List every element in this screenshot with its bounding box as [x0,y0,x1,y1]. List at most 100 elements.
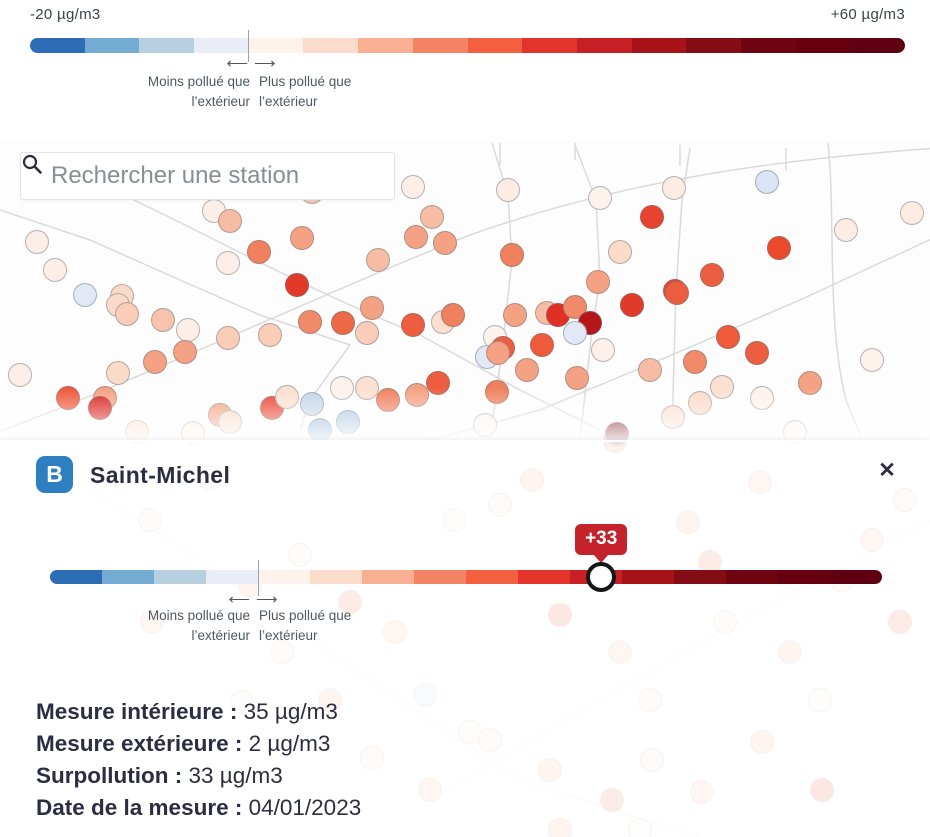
station-dot[interactable] [750,386,774,410]
station-dot[interactable] [640,205,664,229]
station-dot[interactable] [588,186,612,210]
station-dot[interactable] [173,340,197,364]
station-dot[interactable] [216,326,240,350]
station-dot[interactable] [73,283,97,307]
station-dot[interactable] [591,338,615,362]
station-dot[interactable] [218,410,242,434]
station-dot[interactable] [106,361,130,385]
station-dot[interactable] [176,318,200,342]
station-dot[interactable] [285,273,309,297]
station-dot[interactable] [767,236,791,260]
slider-handle[interactable] [586,562,617,592]
station-dot[interactable] [500,243,524,267]
station-dot[interactable] [8,363,32,387]
station-dot[interactable] [331,311,355,335]
station-dot[interactable] [355,321,379,345]
station-dot[interactable] [401,175,425,199]
station-dot[interactable] [688,391,712,415]
station-dot[interactable] [376,388,400,412]
station-dot[interactable] [216,251,240,275]
station-dot[interactable] [290,226,314,250]
colorbar-segment [522,38,577,53]
station-dot[interactable] [56,386,80,410]
search-input[interactable] [49,161,382,191]
station-dot[interactable] [143,350,167,374]
pollution-colorbar [30,38,905,53]
slider-value-badge: +33 [575,524,628,555]
colorbar-segment [795,38,851,53]
colorbar-segment [622,570,674,584]
station-dot[interactable] [515,358,539,382]
station-dot[interactable] [300,392,324,416]
station-search[interactable] [20,152,395,200]
measurement-info: Mesure intérieure : 35 µg/m3 Mesure exté… [36,696,361,824]
station-dot[interactable] [405,383,429,407]
station-dot[interactable] [834,218,858,242]
station-dot[interactable] [43,258,67,282]
close-panel-button[interactable]: ✕ [872,456,902,486]
station-dot[interactable] [608,240,632,264]
station-dot[interactable] [433,231,457,255]
station-dot[interactable] [563,321,587,345]
station-dot[interactable] [710,375,734,399]
station-dot[interactable] [485,380,509,404]
station-dot[interactable] [486,341,510,365]
colorbar-segment [139,38,195,53]
station-dot[interactable] [336,410,360,434]
zero-divider [248,30,249,62]
scale-max-label: +60 µg/m3 [830,6,905,23]
station-dot[interactable] [420,205,444,229]
rer-line-badge: B [36,456,73,493]
colorbar-segment [303,38,359,53]
station-dot[interactable] [426,371,450,395]
station-dot[interactable] [115,302,139,326]
station-dot[interactable] [88,396,112,420]
station-dot[interactable] [496,178,520,202]
station-dot[interactable] [298,310,322,334]
station-dot[interactable] [503,303,527,327]
station-dot[interactable] [275,385,299,409]
station-dot[interactable] [900,201,924,225]
station-dot[interactable] [218,209,242,233]
map-road [827,142,863,441]
colorbar-segment [206,570,258,584]
station-dot[interactable] [745,341,769,365]
slider-colorbar [50,570,882,584]
station-dot[interactable] [860,348,884,372]
station-dot[interactable] [404,225,428,249]
station-dot[interactable] [258,323,282,347]
station-dot[interactable] [25,230,49,254]
station-dot[interactable] [366,248,390,272]
station-dot[interactable] [755,170,779,194]
station-dot[interactable] [530,333,554,357]
station-dot[interactable] [662,176,686,200]
colorbar-segment [576,38,632,53]
station-dot[interactable] [716,325,740,349]
colorbar-segment [50,570,102,584]
station-dot[interactable] [151,308,175,332]
station-dot[interactable] [620,293,644,317]
station-dot[interactable] [473,413,497,437]
station-dot[interactable] [565,366,589,390]
colorbar-segment [258,570,310,584]
station-dot[interactable] [330,376,354,400]
colorbar-segment [850,38,905,53]
station-dot[interactable] [441,303,465,327]
station-dot[interactable] [586,270,610,294]
colorbar-segment [248,38,304,53]
less-polluted-label: Moins pollué que l’extérieur [147,74,250,109]
colorbar-segment [674,570,726,584]
station-dot[interactable] [798,371,822,395]
station-dot[interactable] [401,313,425,337]
station-dot[interactable] [683,350,707,374]
station-dot[interactable] [665,281,689,305]
station-dot[interactable] [308,418,332,442]
colorbar-segment [414,570,466,584]
colorbar-segment [518,570,570,584]
station-dot[interactable] [700,263,724,287]
station-dot[interactable] [661,405,685,429]
station-dot[interactable] [638,358,662,382]
right-arrow-icon: ⟶ [256,591,278,608]
station-dot[interactable] [360,296,384,320]
station-dot[interactable] [247,240,271,264]
